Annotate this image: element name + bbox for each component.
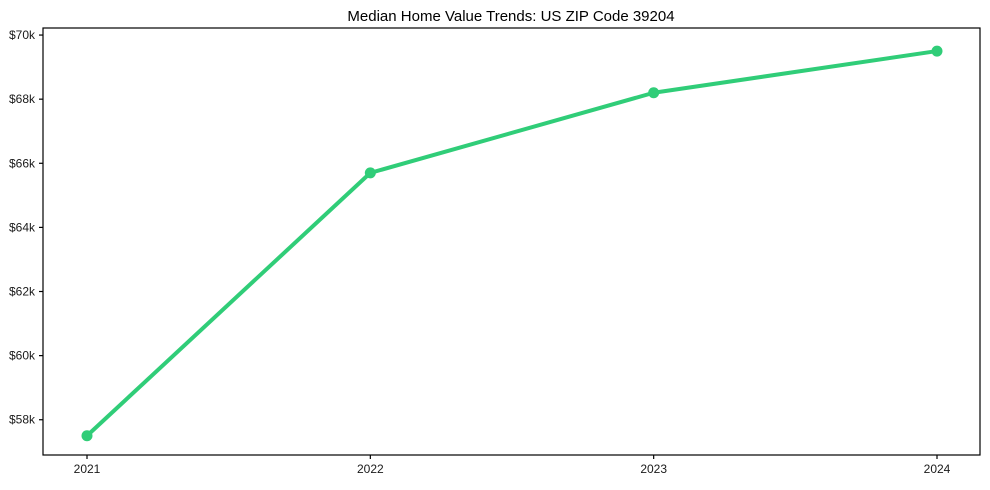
x-tick-label: 2022	[357, 462, 384, 476]
x-tick-label: 2021	[74, 462, 101, 476]
axes-frame	[42, 27, 981, 456]
y-tick-label: $68k	[9, 92, 36, 106]
y-tick-label: $66k	[9, 156, 36, 170]
data-point-marker	[81, 430, 93, 442]
y-tick-label: $60k	[9, 349, 36, 363]
x-tick-label: 2023	[640, 462, 667, 476]
data-point-marker	[931, 45, 943, 57]
data-point-marker	[364, 167, 376, 179]
y-tick-label: $62k	[9, 285, 36, 299]
data-point-marker	[648, 87, 660, 99]
y-tick-label: $58k	[9, 413, 36, 427]
plot-area: $58k $60k $62k $64k $66k $68k $70k 2021 2022 2023…	[9, 27, 981, 476]
series-line	[85, 49, 939, 438]
y-tick-label: $64k	[9, 220, 36, 234]
y-tick-label: $70k	[9, 28, 36, 42]
x-tick-label: 2024	[924, 462, 951, 476]
chart-title: Median Home Value Trends: US ZIP Code 39…	[347, 8, 674, 25]
